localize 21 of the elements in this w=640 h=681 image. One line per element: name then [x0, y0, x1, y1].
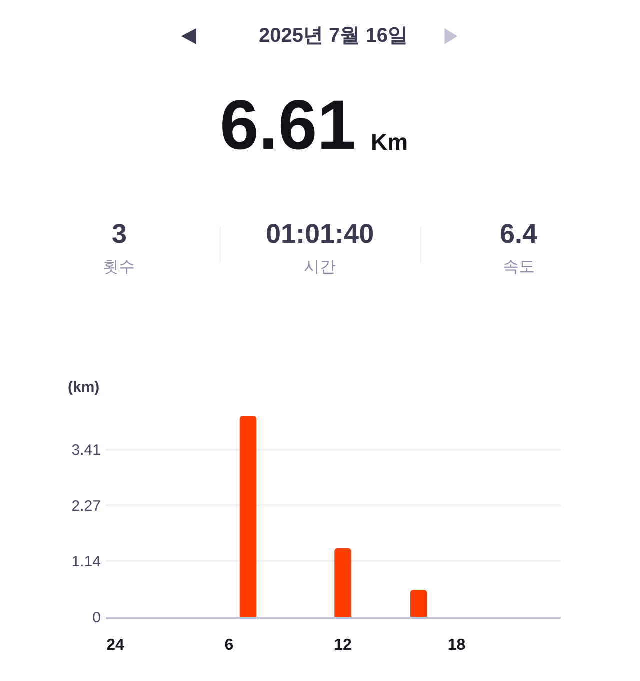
y-axis-title: (km) [68, 379, 100, 396]
text: 6.61 [220, 86, 356, 164]
x-tick-label: 12 [334, 636, 352, 654]
text: 3 [112, 219, 128, 249]
text: 01:01:40 [266, 219, 374, 249]
text: 6.4 [500, 219, 538, 249]
y-tick-label: 1.14 [72, 553, 101, 570]
text: 시간 [304, 259, 336, 276]
text: 횟수 [103, 259, 135, 276]
bar [334, 548, 352, 617]
bar [240, 416, 257, 617]
chart-title: 2025년 7월 16일 [259, 25, 408, 47]
bar [410, 590, 428, 617]
y-tick-label: 0 [92, 609, 101, 626]
x-tick-label: 6 [224, 636, 234, 654]
x-tick-label: 24 [106, 636, 124, 654]
text: 속도 [503, 259, 535, 276]
y-tick-label: 2.27 [72, 498, 101, 515]
x-tick-label: 18 [448, 636, 466, 654]
text: Km [371, 129, 408, 155]
y-tick-label: 3.41 [72, 442, 101, 460]
